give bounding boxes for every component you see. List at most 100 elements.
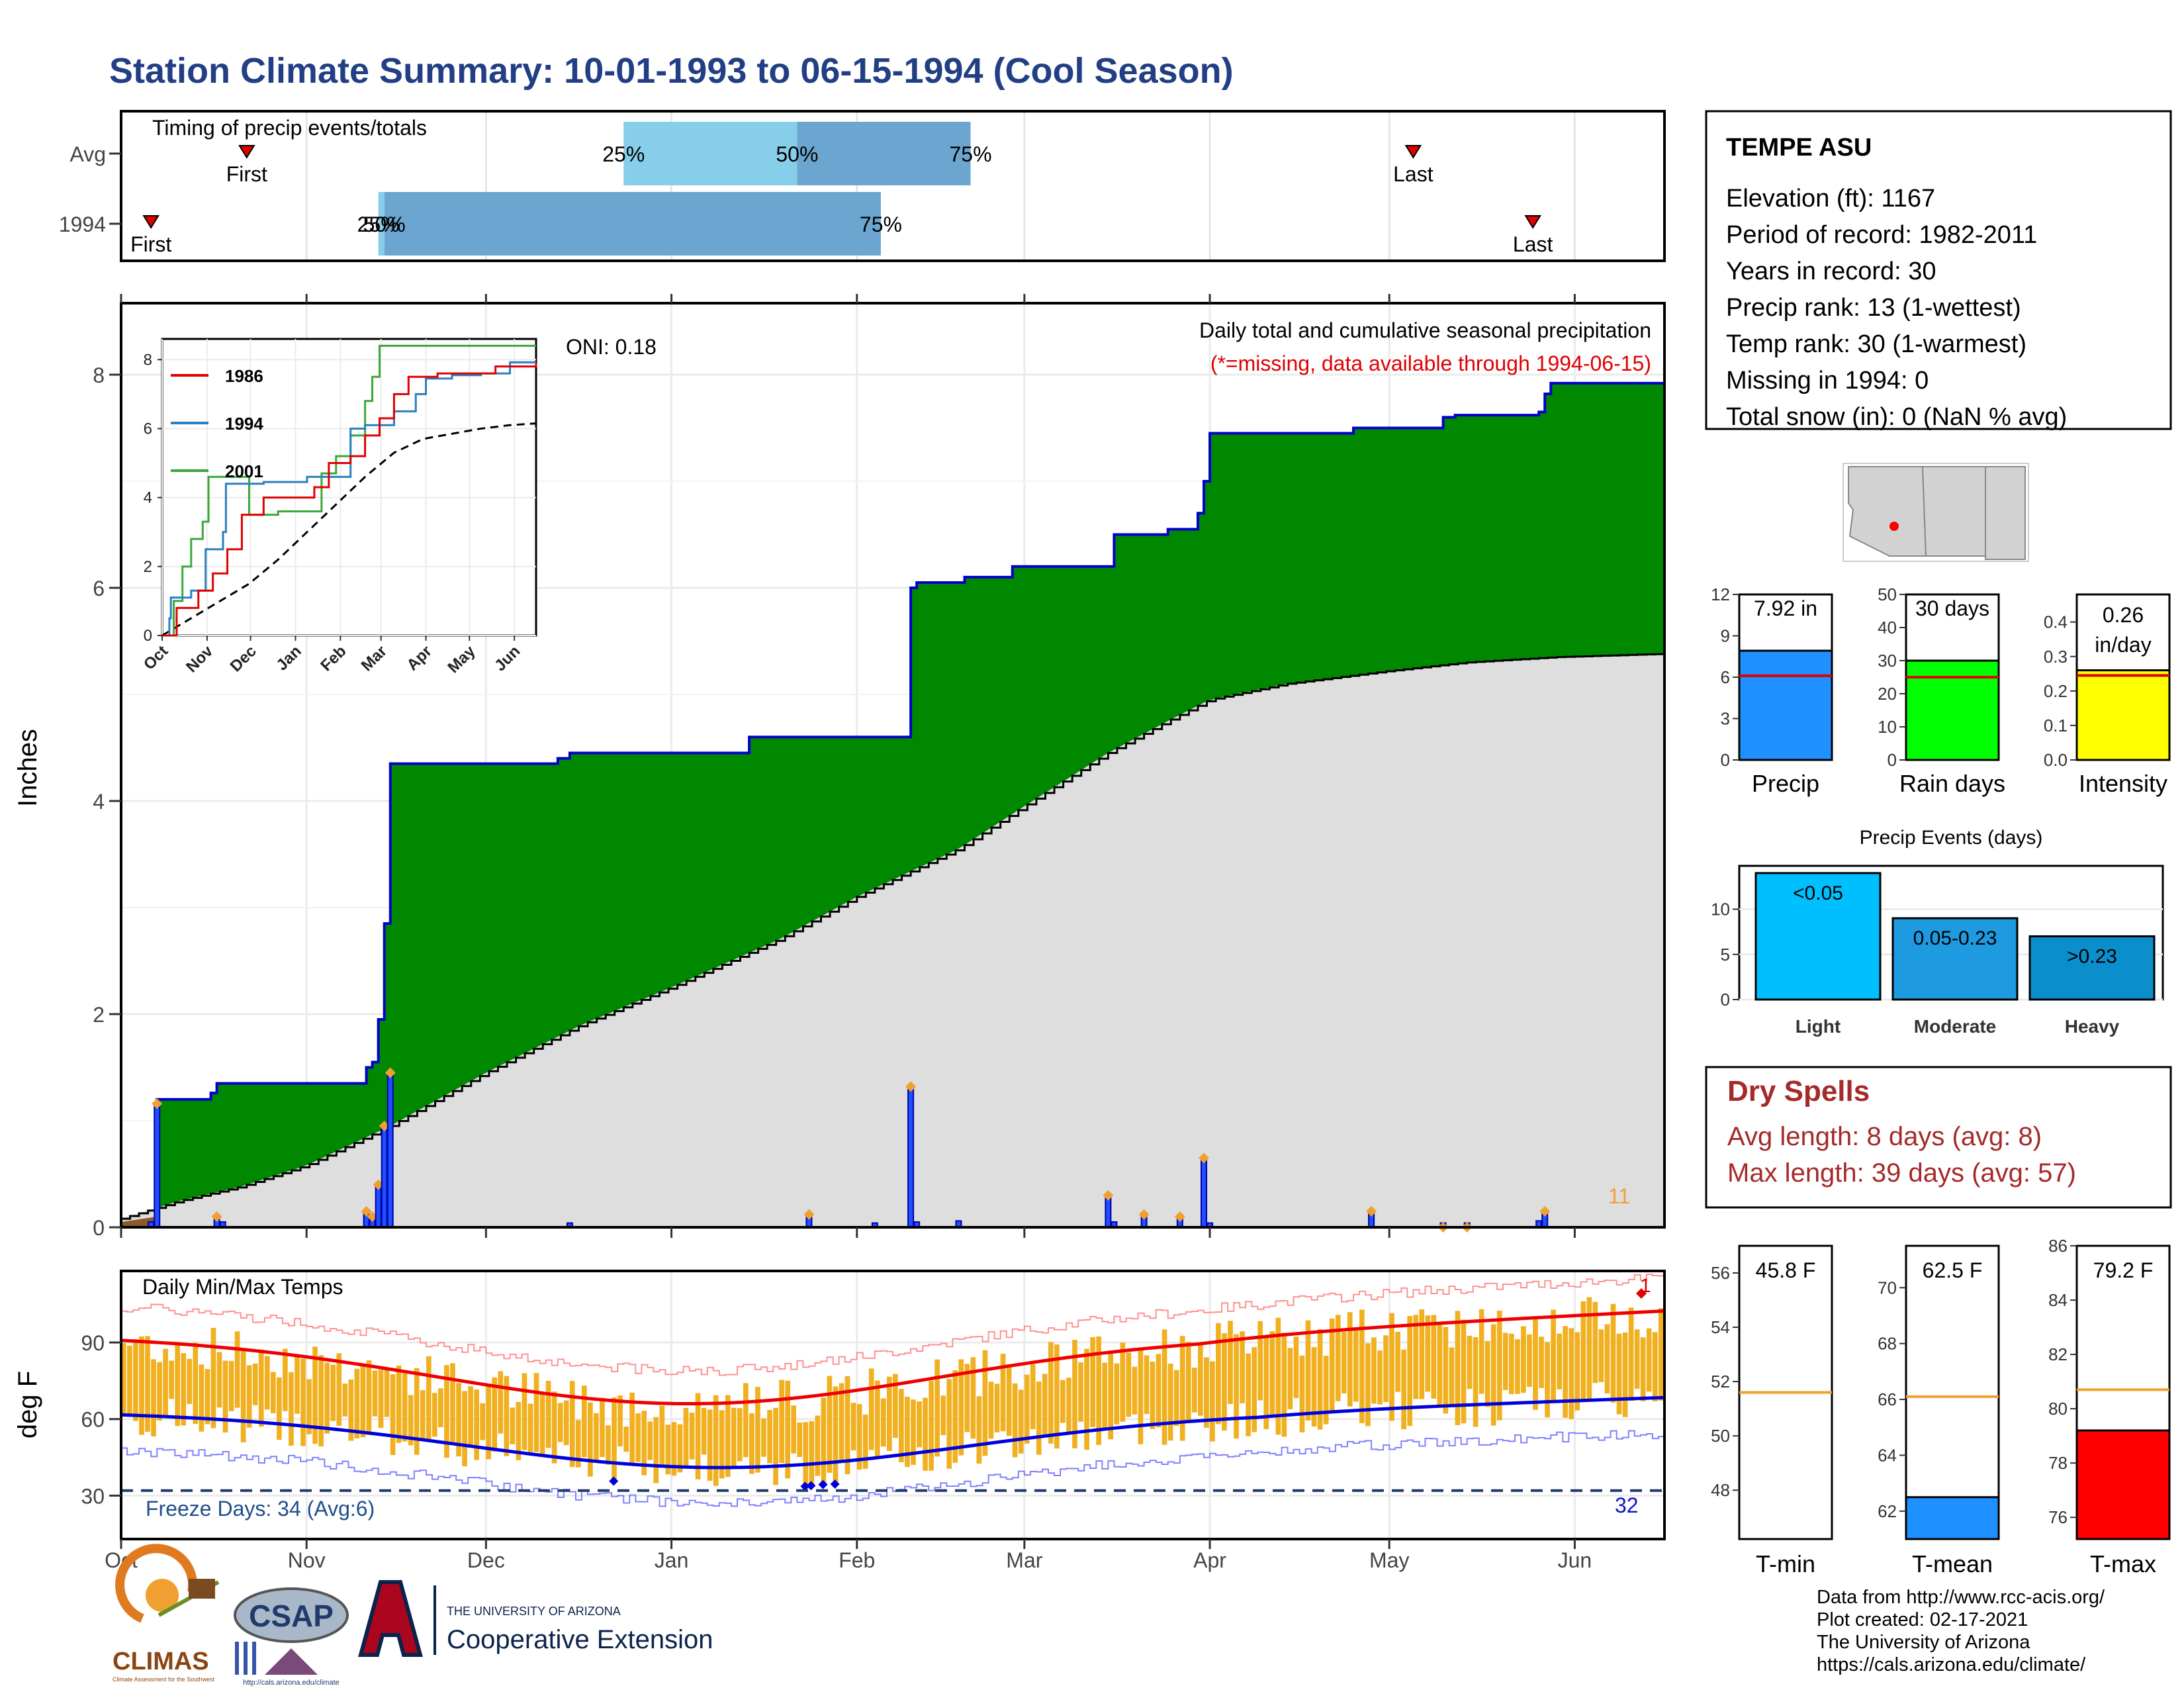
temp-y-tick-label: 90 bbox=[81, 1331, 105, 1355]
daily-temp-range-bar bbox=[157, 1362, 162, 1421]
temp-stat-label: T-min bbox=[1756, 1550, 1815, 1577]
average-cumulative-area bbox=[121, 653, 1664, 1227]
precip-events-bar-label: Moderate bbox=[1914, 1016, 1996, 1037]
station-name: TEMPE ASU bbox=[1726, 134, 1872, 162]
daily-temp-range-bar bbox=[1066, 1378, 1071, 1432]
daily-temp-range-bar bbox=[1545, 1342, 1550, 1418]
timing-last-marker-label: Last bbox=[1393, 162, 1433, 186]
daily-temp-range-bar bbox=[1257, 1321, 1263, 1401]
daily-temp-range-bar bbox=[414, 1368, 420, 1455]
daily-temp-range-bar bbox=[1658, 1308, 1664, 1401]
daily-temp-range-bar bbox=[1539, 1336, 1544, 1388]
timing-panel-label: Timing of precip events/totals bbox=[152, 116, 427, 140]
daily-temp-range-bar bbox=[803, 1422, 809, 1487]
daily-temp-range-bar bbox=[588, 1402, 593, 1477]
daily-temp-range-bar bbox=[283, 1348, 288, 1411]
daily-temp-range-bar bbox=[1078, 1362, 1083, 1422]
daily-temp-range-bar bbox=[606, 1425, 611, 1465]
daily-temp-range-bar bbox=[1389, 1313, 1394, 1421]
temp-stat-frame bbox=[1905, 1244, 2000, 1540]
daily-temp-range-bar bbox=[617, 1395, 623, 1447]
timing-row-label: Avg bbox=[69, 142, 106, 166]
daily-temp-range-bar bbox=[1646, 1328, 1652, 1392]
daily-precip-marker bbox=[1199, 1152, 1210, 1164]
daily-temp-range-bar bbox=[432, 1393, 437, 1437]
daily-temp-range-bar bbox=[1246, 1353, 1251, 1436]
daily-temp-range-bar bbox=[923, 1397, 928, 1471]
stat-bar-label: Intensity bbox=[2079, 770, 2167, 797]
inset-y-tick-label: 2 bbox=[144, 558, 152, 576]
daily-temp-range-bar bbox=[1281, 1333, 1287, 1437]
timing-last-marker-label: Last bbox=[1513, 232, 1553, 256]
daily-temp-range-bar bbox=[1234, 1334, 1239, 1439]
daily-temp-range-bar bbox=[856, 1404, 862, 1470]
daily-temp-range-bar bbox=[755, 1387, 760, 1473]
daily-temp-range-bar bbox=[713, 1395, 719, 1486]
daily-temp-range-bar bbox=[1604, 1324, 1610, 1394]
daily-temp-range-bar bbox=[402, 1373, 408, 1442]
oni-label: ONI: 0.18 bbox=[566, 335, 657, 359]
temp-stat-value: 62.5 F bbox=[1923, 1258, 1983, 1282]
timing-panel-frame bbox=[120, 110, 1666, 262]
daily-temp-range-bar bbox=[1323, 1356, 1329, 1425]
station-info-line: Period of record: 1982-2011 bbox=[1726, 221, 2037, 249]
daily-temp-range-bar bbox=[222, 1360, 228, 1432]
daily-temp-range-bar bbox=[492, 1377, 498, 1452]
daily-temp-range-bar bbox=[330, 1364, 336, 1421]
record-max-line bbox=[121, 1274, 1664, 1376]
precip-events-bar-range: >0.23 bbox=[2067, 945, 2117, 967]
temp-stat-tick-label: 86 bbox=[2048, 1236, 2068, 1256]
station-info-line: Years in record: 30 bbox=[1726, 258, 1936, 285]
daily-temp-range-bar bbox=[557, 1403, 563, 1442]
freeze-day-marker bbox=[800, 1481, 810, 1491]
inset-y-tick-label: 8 bbox=[144, 351, 152, 369]
daily-temp-range-bar bbox=[1096, 1336, 1102, 1445]
daily-temp-range-bar bbox=[163, 1348, 168, 1417]
daily-temp-range-bar bbox=[420, 1390, 426, 1440]
ua-big-text: Cooperative Extension bbox=[447, 1625, 713, 1654]
inset-1986-line bbox=[162, 363, 537, 637]
daily-temp-range-bar bbox=[1018, 1389, 1024, 1454]
daily-temp-range-bar bbox=[1090, 1336, 1095, 1427]
daily-temp-range-bar bbox=[874, 1380, 880, 1458]
daily-temp-range-bar bbox=[1592, 1301, 1598, 1383]
daily-temp-range-bar bbox=[1222, 1333, 1227, 1431]
daily-temp-range-bar bbox=[1329, 1318, 1335, 1411]
inset-y-tick-label: 6 bbox=[144, 420, 152, 438]
stat-bar-tick-label: 0.2 bbox=[2044, 681, 2068, 701]
stat-bar-value: 0.26 bbox=[2103, 603, 2144, 627]
daily-temp-range-bar bbox=[1580, 1301, 1586, 1402]
timing-first-marker bbox=[238, 145, 255, 159]
daily-temp-range-bar bbox=[1628, 1307, 1634, 1401]
missing-note: (*=missing, data available through 1994-… bbox=[1210, 352, 1651, 375]
daily-temp-range-bar bbox=[767, 1410, 772, 1464]
daily-temp-range-bar bbox=[366, 1360, 372, 1435]
precip-events-bar-range: <0.05 bbox=[1793, 882, 1843, 904]
daily-temp-range-bar bbox=[821, 1397, 827, 1485]
timing-p50-label: 50% bbox=[776, 142, 818, 166]
timing-first-marker-label: First bbox=[226, 162, 267, 186]
daily-precip-marker bbox=[361, 1205, 372, 1217]
stat-bar-tick-label: 0.4 bbox=[2044, 612, 2068, 632]
precip-events-bar bbox=[1891, 917, 2019, 1001]
daily-temp-range-bar bbox=[1557, 1333, 1562, 1389]
daily-temp-range-bar bbox=[1120, 1342, 1126, 1422]
inset-y-tick-label: 4 bbox=[144, 489, 152, 507]
daily-temp-range-bar bbox=[1419, 1309, 1425, 1399]
daily-temp-range-bar bbox=[336, 1353, 342, 1426]
daily-temp-range-bar bbox=[462, 1391, 467, 1467]
daily-temp-range-bar bbox=[216, 1352, 222, 1408]
month-tick-label: Jun bbox=[1558, 1548, 1592, 1572]
daily-temp-range-bar bbox=[533, 1373, 539, 1452]
daily-temp-range-bar bbox=[1240, 1331, 1245, 1403]
daily-temp-range-bar bbox=[689, 1412, 695, 1460]
daily-temp-range-bar bbox=[1108, 1351, 1114, 1440]
daily-precip-bar bbox=[381, 1125, 388, 1229]
daily-temp-range-bar bbox=[1622, 1332, 1628, 1417]
temp-y-axis-label: deg F bbox=[13, 1371, 42, 1438]
daily-temp-range-bar bbox=[498, 1371, 504, 1434]
daily-temp-range-bar bbox=[426, 1356, 432, 1442]
freeze-days-label: Freeze Days: 34 (Avg:6) bbox=[146, 1497, 375, 1521]
inset-legend-label: 2001 bbox=[225, 461, 263, 481]
daily-temp-range-bar bbox=[1437, 1322, 1443, 1407]
